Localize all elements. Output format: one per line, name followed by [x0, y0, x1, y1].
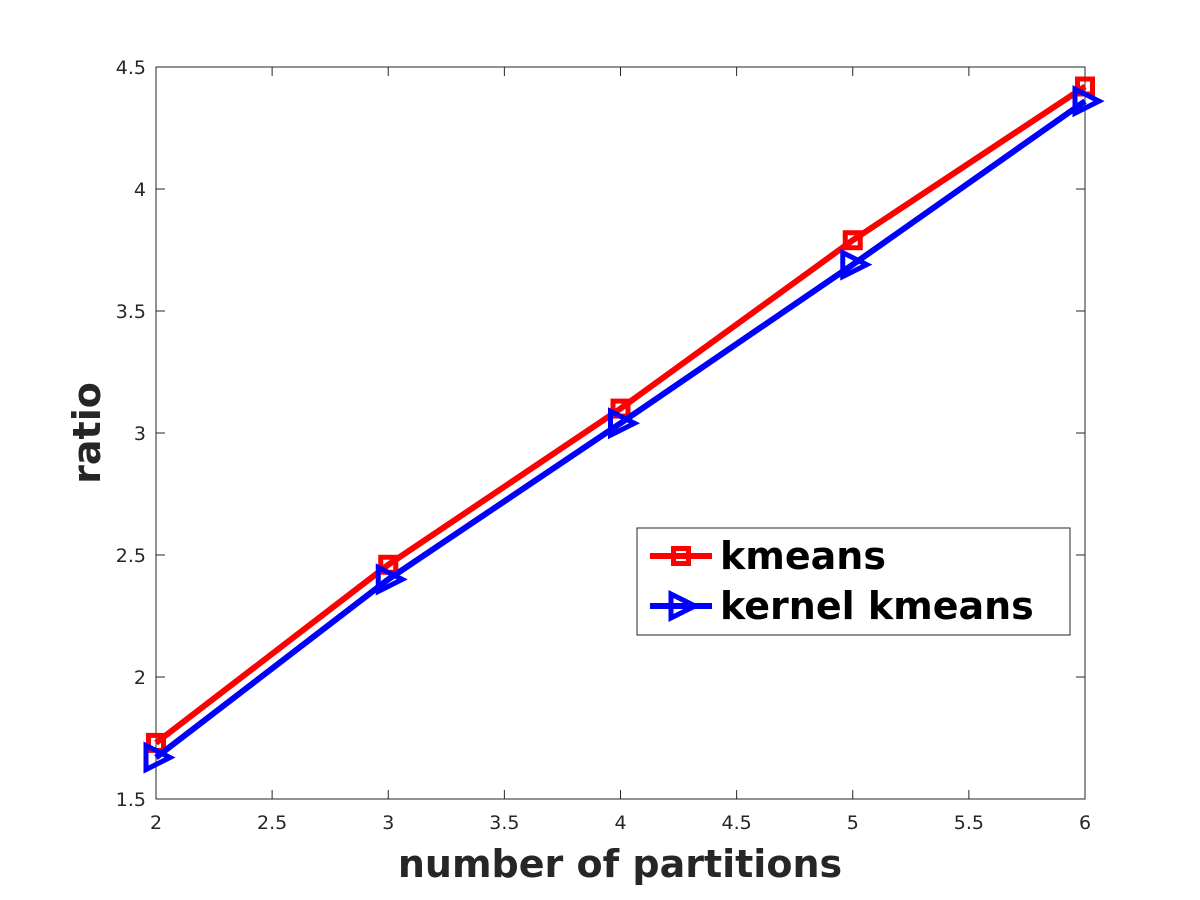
legend-marker	[671, 546, 691, 566]
data-point-marker	[143, 741, 176, 774]
x-tick-label: 2	[150, 812, 162, 834]
y-tick-label: 4.5	[116, 57, 146, 79]
y-axis-title: ratio	[65, 382, 109, 484]
y-tick-label: 3	[134, 423, 146, 445]
y-tick-label: 2.5	[116, 545, 146, 567]
legend-label: kmeans	[720, 534, 886, 578]
data-point-marker	[608, 407, 641, 440]
series-layer	[143, 76, 1105, 774]
x-tick-label: 5.5	[954, 812, 984, 834]
x-tick-label: 3.5	[489, 812, 519, 834]
series-line	[154, 84, 1087, 746]
data-point-marker	[840, 248, 873, 281]
data-point-marker	[1072, 85, 1105, 118]
y-tick-label: 2	[134, 667, 146, 689]
x-tick-label: 5	[847, 812, 859, 834]
legend-entries: kmeans kernel kmeans	[650, 534, 1034, 628]
y-tick-label: 1.5	[116, 789, 146, 811]
x-tick-label: 6	[1079, 812, 1091, 834]
legend-marker	[668, 589, 701, 623]
data-point-marker	[842, 230, 863, 251]
legend: kmeans kernel kmeans	[636, 527, 1071, 636]
axis-ticks: 2 2.5 3 3.5 4 4.5 5 5.5 61.522.533.544.5	[116, 57, 1091, 834]
data-point-marker	[375, 563, 408, 596]
y-tick-label: 4	[134, 179, 146, 201]
x-tick-label: 3	[382, 812, 394, 834]
y-tick-label: 3.5	[116, 301, 146, 323]
x-tick-label: 4	[614, 812, 626, 834]
series-line	[154, 98, 1087, 760]
x-axis-title: number of partitions	[398, 842, 842, 886]
legend-box	[636, 527, 1071, 636]
x-tick-label: 4.5	[722, 812, 752, 834]
x-tick-label: 2.5	[257, 812, 287, 834]
legend-label: kernel kmeans	[720, 584, 1034, 628]
